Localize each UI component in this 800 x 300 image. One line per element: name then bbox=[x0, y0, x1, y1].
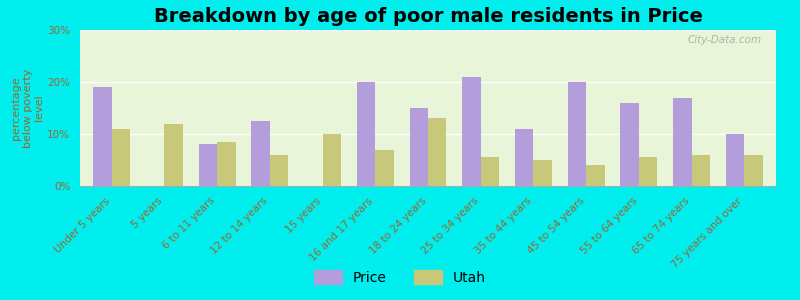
Bar bbox=[322, 134, 341, 186]
Bar bbox=[375, 150, 394, 186]
Title: Breakdown by age of poor male residents in Price: Breakdown by age of poor male residents … bbox=[154, 7, 702, 26]
Text: City-Data.com: City-Data.com bbox=[688, 35, 762, 45]
Bar bbox=[251, 121, 270, 186]
Bar bbox=[744, 155, 763, 186]
Bar bbox=[410, 108, 428, 186]
Bar bbox=[621, 103, 639, 186]
Bar bbox=[93, 87, 112, 186]
Bar bbox=[534, 160, 552, 186]
Bar bbox=[673, 98, 692, 186]
Bar bbox=[568, 82, 586, 186]
Bar bbox=[462, 77, 481, 186]
Y-axis label: percentage
below poverty
level: percentage below poverty level bbox=[11, 68, 45, 148]
Bar bbox=[164, 124, 183, 186]
Bar bbox=[357, 82, 375, 186]
Bar bbox=[217, 142, 235, 186]
Bar bbox=[515, 129, 534, 186]
Bar bbox=[692, 155, 710, 186]
Bar bbox=[270, 155, 288, 186]
Bar bbox=[586, 165, 605, 186]
Bar bbox=[112, 129, 130, 186]
Bar bbox=[639, 158, 658, 186]
Bar bbox=[428, 118, 446, 186]
Bar bbox=[198, 144, 217, 186]
Bar bbox=[481, 158, 499, 186]
Legend: Price, Utah: Price, Utah bbox=[308, 264, 492, 290]
Bar bbox=[726, 134, 744, 186]
